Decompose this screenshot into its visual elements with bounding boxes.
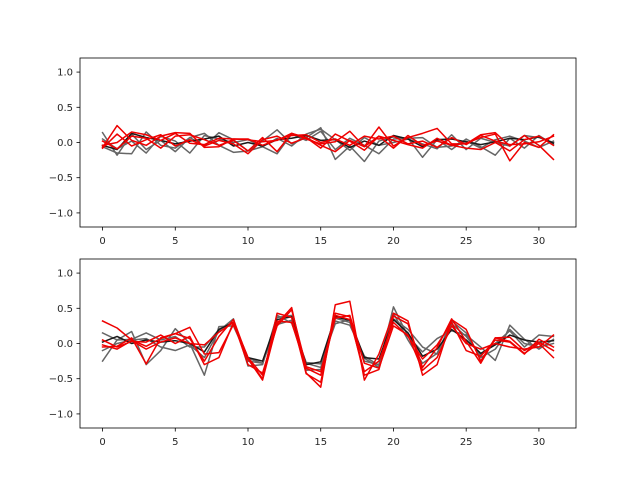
x-tick-label: 0 — [99, 236, 105, 247]
x-tick-label: 25 — [460, 236, 473, 247]
series-line-7 — [101, 308, 555, 374]
series-line-7 — [101, 131, 555, 149]
y-tick-label: −0.5 — [49, 173, 73, 184]
y-tick-label: 0.0 — [57, 138, 73, 149]
x-tick-label: 5 — [172, 236, 178, 247]
x-tick-label: 5 — [172, 437, 178, 448]
x-tick-label: 20 — [387, 236, 400, 247]
x-tick-label: 0 — [99, 437, 105, 448]
series-group — [101, 300, 555, 388]
x-tick-label: 30 — [533, 437, 546, 448]
bottom-subplot: 0 5 10 15 20 25 30 −1.0 −0.5 0.0 0.5 1.0 — [49, 258, 577, 448]
y-tick-label: 0.0 — [57, 339, 73, 350]
series-line-6 — [101, 314, 555, 376]
y-tick-label: −0.5 — [49, 374, 73, 385]
top-subplot: 0 5 10 15 20 25 30 −1.0 −0.5 0.0 0.5 1.0 — [49, 57, 577, 247]
x-tick-label: 30 — [533, 236, 546, 247]
y-tick-label: −1.0 — [49, 409, 73, 420]
series-group — [101, 124, 555, 163]
x-tick-label: 15 — [314, 236, 327, 247]
y-tick-label: −1.0 — [49, 208, 73, 219]
x-tick-label: 15 — [314, 437, 327, 448]
y-tick-label: 0.5 — [57, 103, 73, 114]
y-tick-label: 1.0 — [57, 269, 73, 280]
x-tick-label: 10 — [242, 236, 255, 247]
series-line-3 — [101, 315, 555, 366]
y-tick-label: 0.5 — [57, 304, 73, 315]
x-tick-label: 20 — [387, 437, 400, 448]
series-line-6 — [101, 133, 555, 162]
y-tick-label: 1.0 — [57, 68, 73, 79]
x-tick-label: 10 — [242, 437, 255, 448]
x-tick-label: 25 — [460, 437, 473, 448]
